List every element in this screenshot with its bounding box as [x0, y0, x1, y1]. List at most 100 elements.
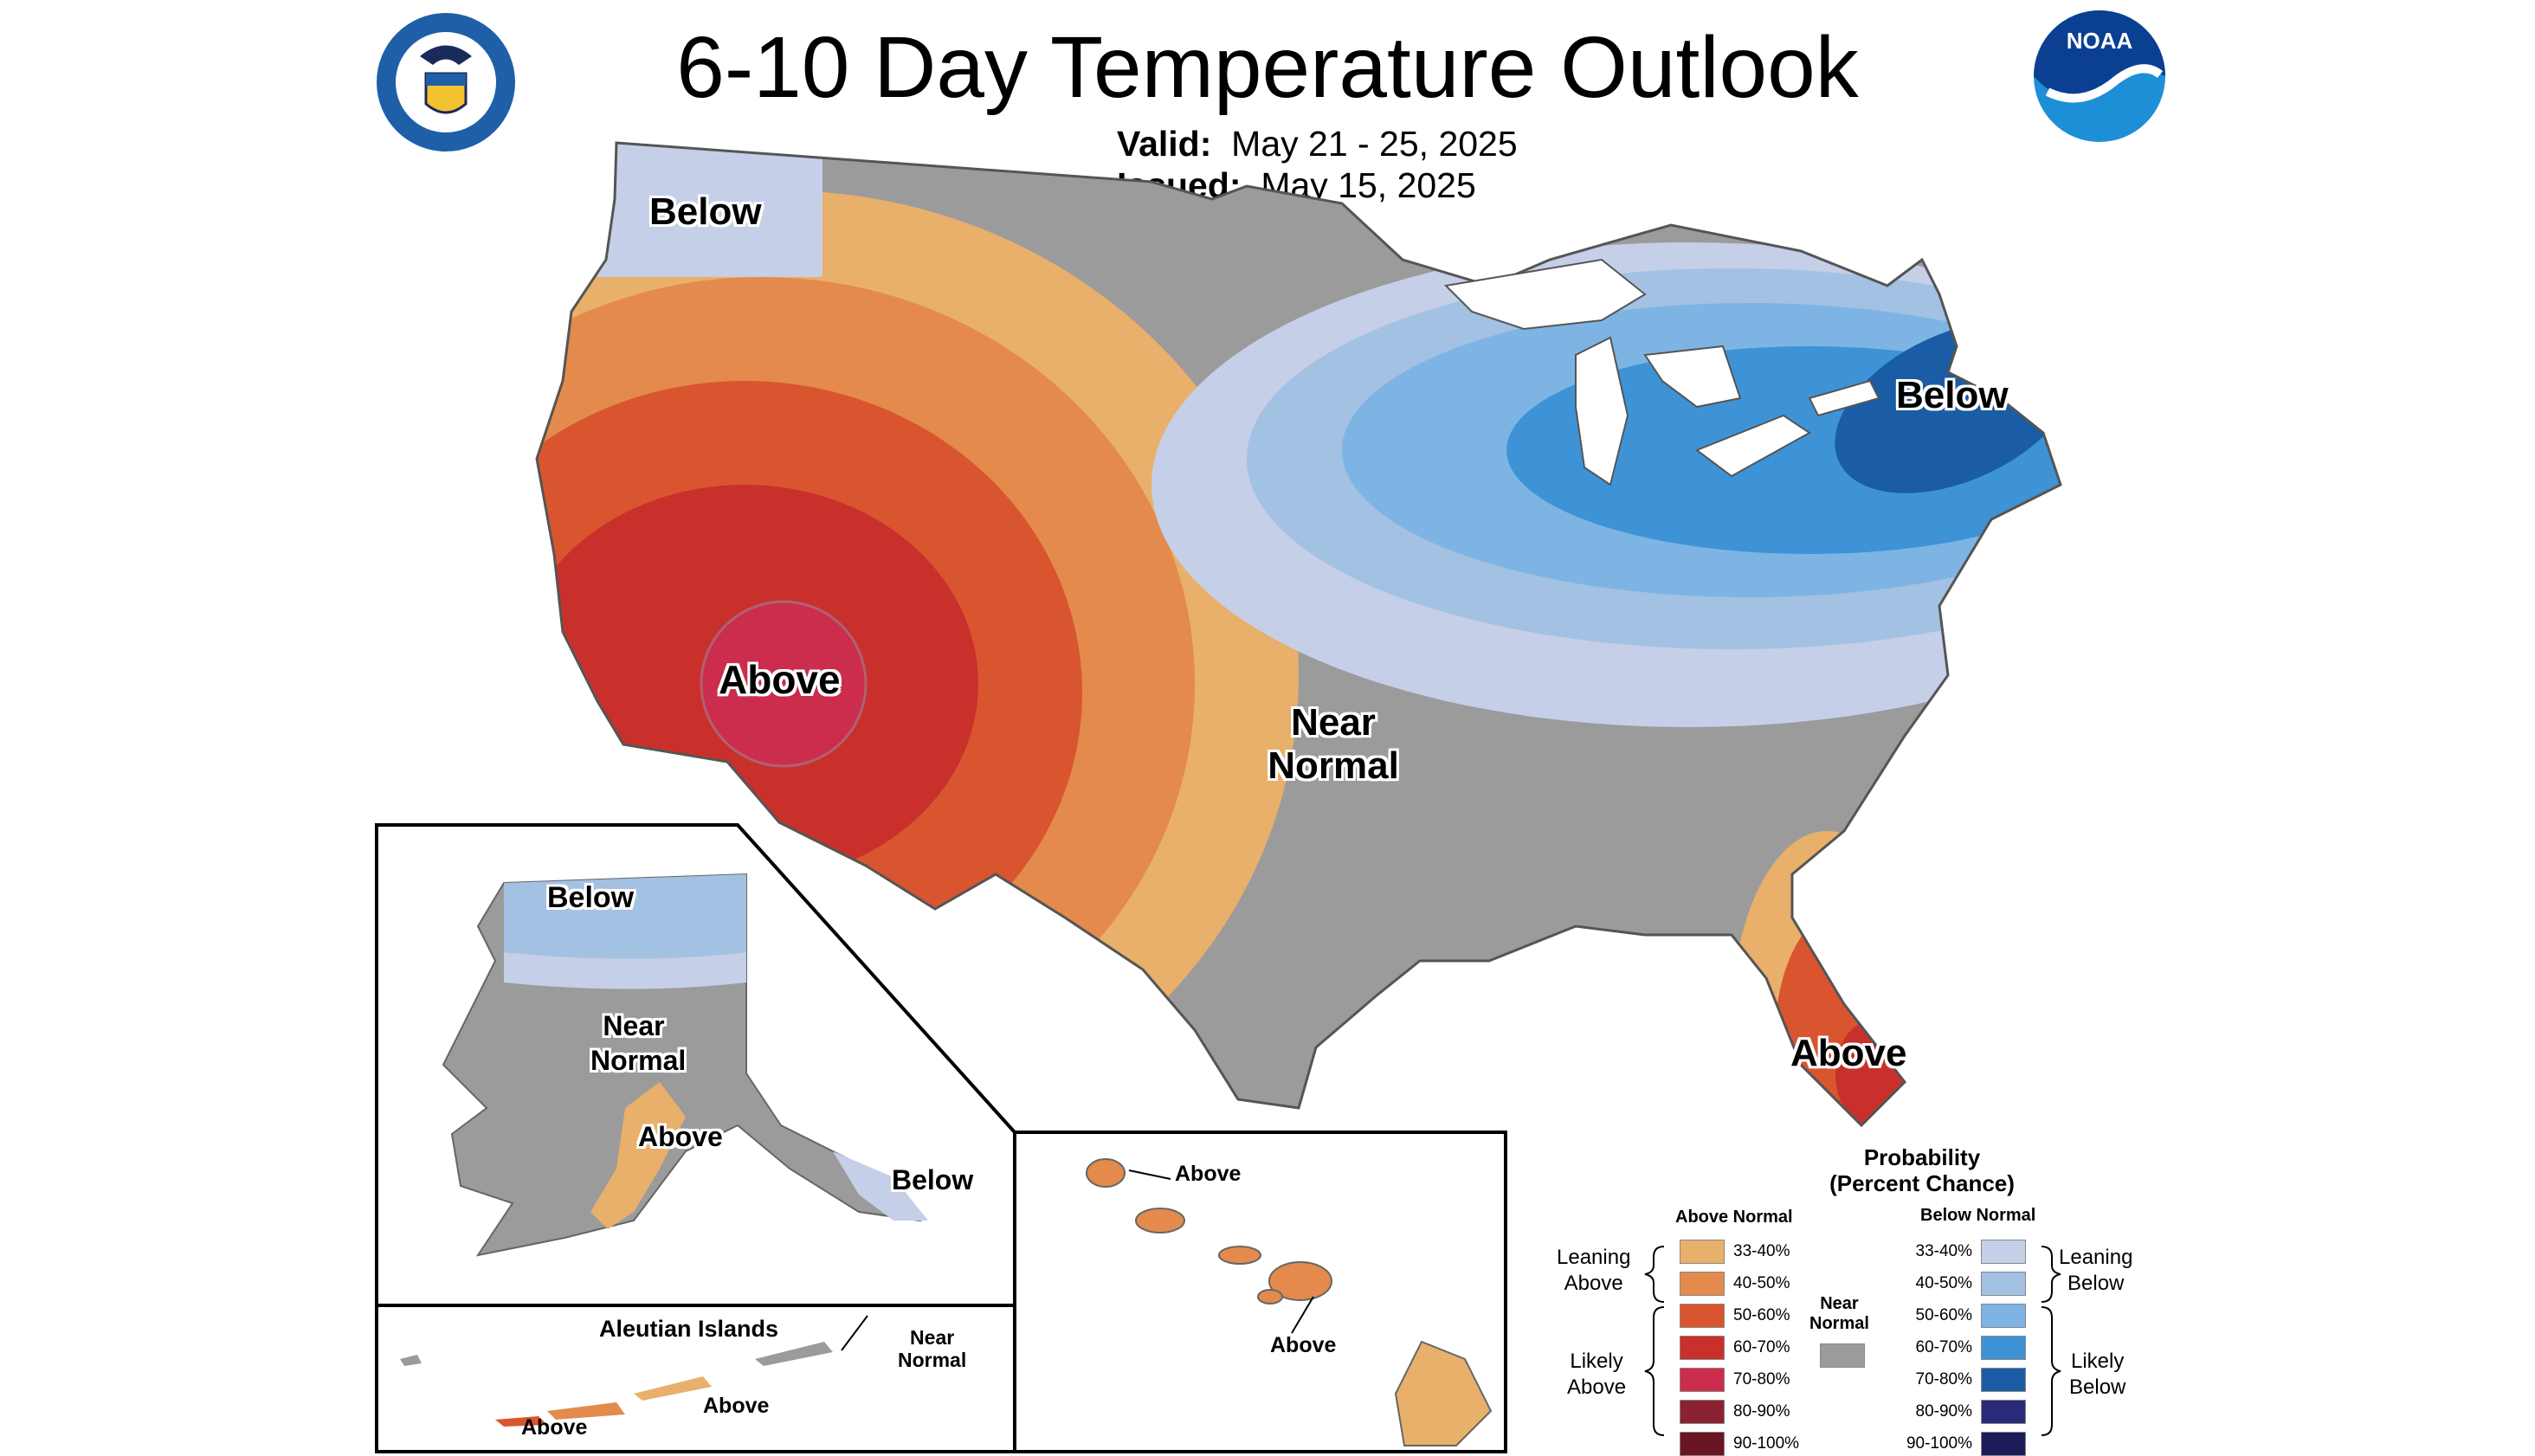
label-near-normal: Near Normal	[1264, 701, 1403, 788]
doc-seal-icon	[377, 13, 515, 151]
legend-likely-above: Likely Above	[1567, 1349, 1626, 1401]
ak-label-normal: Normal	[590, 1045, 687, 1076]
legend-likely-above-2: Above	[1567, 1375, 1627, 1399]
legend-above-swatch-3	[1680, 1336, 1725, 1360]
legend-below-row-0: 33-40%	[1903, 1240, 2026, 1264]
legend-above-swatch-5	[1680, 1400, 1725, 1424]
ak-label-below: Below	[547, 881, 635, 914]
legend-above-label-3: 60-70%	[1733, 1338, 1790, 1356]
legend-leaning-below-2: Below	[2067, 1272, 2125, 1295]
legend-below-row-4: 70-80%	[1903, 1368, 2026, 1392]
legend-near-header: Near Normal	[1809, 1294, 1869, 1334]
legend-above-row-2: 50-60%	[1680, 1304, 1803, 1328]
aleutian-above-1: Above	[703, 1394, 770, 1418]
legend-below-swatch-1	[1981, 1272, 2026, 1296]
legend-above-row-0: 33-40%	[1680, 1240, 1803, 1264]
page-title: 6-10 Day Temperature Outlook	[676, 19, 1859, 116]
legend-above-label-5: 80-90%	[1733, 1402, 1790, 1421]
label-fl-above: Above	[1790, 1032, 1907, 1074]
aleutian-normal: Normal	[898, 1349, 967, 1371]
legend-below-header: Below Normal	[1920, 1206, 2036, 1225]
legend-above-label-4: 70-80%	[1733, 1370, 1790, 1388]
legend-above-swatch-4	[1680, 1368, 1725, 1392]
legend-below-swatch-5	[1981, 1400, 2026, 1424]
legend-above-row-5: 80-90%	[1680, 1400, 1803, 1424]
noaa-logo-text: NOAA	[2067, 28, 2133, 54]
legend-above-row-1: 40-50%	[1680, 1272, 1803, 1296]
aleutian-above-2: Above	[521, 1415, 588, 1440]
alaska-se-below	[833, 1151, 928, 1221]
legend-brackets	[1644, 1246, 2061, 1436]
legend-below-swatch-2	[1981, 1304, 2026, 1328]
ak-label-below-se: Below	[892, 1164, 974, 1195]
legend-above-label-2: 50-60%	[1733, 1306, 1790, 1324]
legend-leaning-above: Leaning Above	[1557, 1245, 1630, 1297]
legend-above-header: Above Normal	[1675, 1208, 1793, 1227]
legend-below-swatch-0	[1981, 1240, 2026, 1264]
legend-below-swatch-4	[1981, 1368, 2026, 1392]
legend-above-label-1: 40-50%	[1733, 1274, 1790, 1292]
aleutian-near: Near	[910, 1326, 955, 1349]
lake-erie	[1694, 414, 1811, 478]
legend-below-label-1: 40-50%	[1915, 1274, 1973, 1292]
ak-label-near: Near	[603, 1010, 665, 1041]
nw-below-region	[597, 143, 822, 277]
legend-leaning-below-1: Leaning	[2059, 1246, 2133, 1269]
above-70-region	[700, 600, 868, 768]
legend-below-label-4: 70-80%	[1915, 1370, 1973, 1388]
label-sw-above: Above	[719, 657, 841, 702]
alaska-below-33	[504, 952, 746, 989]
ak-label-near-normal: Near Normal	[590, 1008, 687, 1078]
legend-near-line1: Near	[1820, 1294, 1859, 1313]
alaska-below-40	[504, 874, 746, 959]
legend-likely-below-2: Below	[2069, 1375, 2126, 1399]
legend-above-swatch-2	[1680, 1304, 1725, 1328]
legend-below-row-5: 80-90%	[1903, 1400, 2026, 1424]
label-near: Near	[1291, 701, 1376, 744]
inset-frames	[375, 823, 1507, 1453]
legend: Probability (Percent Chance) Above Norma…	[1532, 1134, 2502, 1456]
aleutian-near-normal: Near Normal	[898, 1326, 966, 1371]
lake-huron	[1643, 345, 1742, 409]
legend-leaning-below: Leaning Below	[2059, 1245, 2132, 1297]
alaska-above-region	[590, 1082, 686, 1229]
valid-dates: May 21 - 25, 2025	[1231, 124, 1518, 164]
legend-below-label-3: 60-70%	[1915, 1338, 1973, 1356]
label-normal: Normal	[1268, 744, 1399, 787]
legend-leaning-above-1: Leaning	[1557, 1246, 1631, 1269]
legend-below-label-5: 80-90%	[1915, 1402, 1973, 1421]
noaa-logo-icon: NOAA	[2034, 10, 2165, 142]
valid-line: Valid: May 21 - 25, 2025	[1117, 123, 1518, 164]
lake-ontario	[1808, 379, 1880, 417]
legend-title-line2: (Percent Chance)	[1829, 1170, 2015, 1196]
lake-michigan	[1575, 336, 1629, 486]
legend-below-swatch-3	[1981, 1336, 2026, 1360]
legend-above-swatch-1	[1680, 1272, 1725, 1296]
legend-likely-above-1: Likely	[1570, 1350, 1623, 1373]
hawaii-label-above-2: Above	[1270, 1333, 1337, 1357]
hawaii-islands	[1086, 1158, 1493, 1446]
legend-likely-below-1: Likely	[2071, 1350, 2125, 1373]
valid-label: Valid:	[1117, 124, 1212, 164]
aleutian-islands	[400, 1315, 868, 1427]
legend-likely-below: Likely Below	[2069, 1349, 2125, 1401]
legend-above-row-4: 70-80%	[1680, 1368, 1803, 1392]
legend-near-swatch	[1820, 1343, 1865, 1368]
legend-title: Probability (Percent Chance)	[1775, 1144, 2069, 1196]
insets-area: Below Near Normal Above Below Aleutian I…	[374, 822, 1880, 1454]
ak-label-above: Above	[638, 1121, 723, 1152]
legend-below-label-2: 50-60%	[1915, 1306, 1973, 1324]
legend-above-swatch-0	[1680, 1240, 1725, 1264]
legend-above-row-3: 60-70%	[1680, 1336, 1803, 1360]
legend-above-label-0: 33-40%	[1733, 1242, 1790, 1260]
legend-below-label-0: 33-40%	[1915, 1242, 1973, 1260]
legend-above-label-6: 90-100%	[1733, 1434, 1800, 1453]
legend-below-row-2: 50-60%	[1903, 1304, 2026, 1328]
conus-outline	[535, 141, 2062, 1128]
legend-below-row-3: 60-70%	[1903, 1336, 2026, 1360]
legend-near-line2: Normal	[1809, 1314, 1869, 1333]
lake-superior	[1443, 258, 1647, 331]
legend-leaning-above-2: Above	[1564, 1272, 1623, 1295]
aleutian-title: Aleutian Islands	[599, 1316, 779, 1342]
hawaii-label-above-1: Above	[1175, 1162, 1242, 1186]
